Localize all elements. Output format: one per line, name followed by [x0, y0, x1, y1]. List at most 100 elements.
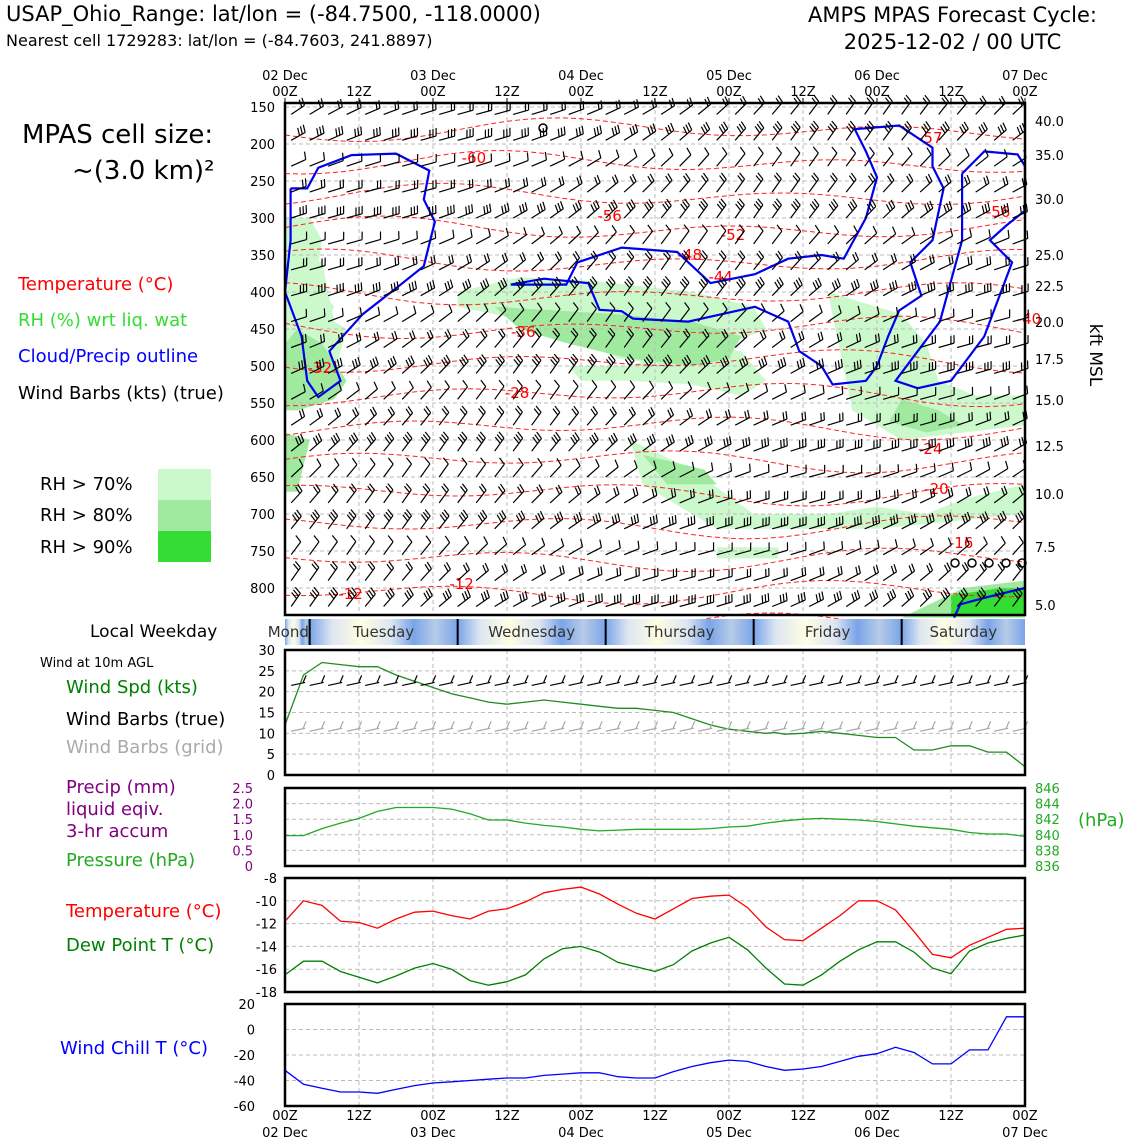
- wind-barb: [956, 316, 973, 323]
- wind-barb-10m: [802, 675, 807, 683]
- wind-barb: [464, 280, 469, 289]
- wind-barb: [876, 306, 880, 315]
- time-tick-label: 00Z: [716, 1109, 742, 1124]
- wind-barb: [607, 278, 614, 286]
- wind-barb: [368, 509, 375, 517]
- wind-barb: [369, 457, 376, 465]
- wind-barb: [519, 205, 523, 214]
- wind-barb: [869, 146, 875, 154]
- wind-barb-10m: [698, 681, 713, 687]
- wind-barb: [448, 304, 453, 313]
- wind-barb: [738, 123, 745, 132]
- y-tick-label: 5: [267, 748, 275, 763]
- wind-barb: [336, 407, 342, 416]
- wind-barb: [692, 488, 696, 497]
- time-date-label: 05 Dec: [706, 1126, 752, 1140]
- wind-barb: [592, 250, 599, 258]
- wind-barb: [590, 353, 597, 361]
- wind-barb: [956, 469, 972, 478]
- wind-barb: [569, 281, 576, 289]
- legend-cloud: Cloud/Precip outline: [18, 346, 199, 367]
- wind-barb: [483, 254, 488, 263]
- y-tick-label: -10: [256, 895, 277, 910]
- wind-barb: [429, 329, 434, 338]
- wind-barb: [614, 514, 618, 523]
- wind-barb: [716, 470, 732, 478]
- wind-barb: [864, 313, 880, 323]
- cloud-outline: [953, 586, 1026, 619]
- wind-barb: [494, 385, 505, 400]
- wind-barb: [502, 591, 507, 600]
- wind-barb: [365, 514, 372, 522]
- y-tick-label: 300: [250, 212, 275, 227]
- wind-barb: [660, 549, 677, 556]
- wind-barb: [330, 486, 337, 494]
- temperature-contour: [284, 450, 1026, 474]
- wind-barb: [697, 442, 713, 452]
- wind-barb-10m: [876, 721, 881, 729]
- wind-barb: [943, 95, 950, 103]
- wind-barb: [975, 236, 991, 245]
- wind-barb: [364, 289, 381, 297]
- wind-barb: [661, 281, 668, 289]
- wind-barb: [593, 225, 599, 233]
- wind-barb: [577, 200, 582, 209]
- wind-barb: [572, 434, 578, 442]
- wind-barb: [666, 354, 673, 362]
- wind-barb: [947, 537, 952, 546]
- wind-barb: [729, 436, 732, 445]
- wind-barb: [734, 309, 747, 323]
- wind-barb: [724, 355, 730, 364]
- wind-barb: [486, 204, 489, 213]
- wind-barb: [864, 571, 879, 582]
- wind-barb: [321, 358, 325, 367]
- wind-barb: [985, 437, 988, 446]
- wind-barb-10m: [894, 675, 899, 683]
- wind-barb: [504, 179, 508, 188]
- weekday-band: [753, 619, 902, 645]
- wind-barb: [401, 567, 413, 581]
- wind-barb-10m: [846, 681, 861, 687]
- wind-barb: [366, 436, 372, 445]
- wind-barb-10m: [550, 681, 565, 687]
- wind-barb: [716, 203, 723, 211]
- wind-barb: [577, 485, 582, 493]
- wind-barb: [475, 411, 486, 426]
- wind-barb: [764, 594, 767, 603]
- wind-barb: [478, 408, 485, 416]
- wind-barb-10m: [827, 727, 842, 732]
- wind-barb: [532, 436, 539, 444]
- wind-barb: [605, 601, 622, 608]
- wind-barb: [378, 281, 381, 290]
- wind-barb: [808, 446, 825, 452]
- wind-barb: [316, 361, 319, 370]
- wind-barb: [904, 123, 910, 131]
- wind-barb: [401, 135, 418, 141]
- wind-barb: [420, 187, 437, 193]
- wind-barb: [819, 567, 822, 576]
- wind-barb: [737, 175, 744, 183]
- wind-barb: [605, 107, 621, 115]
- wind-barb: [754, 125, 761, 134]
- wind-barb: [942, 590, 948, 598]
- wind-barb: [856, 590, 861, 599]
- wind-barb: [993, 568, 1005, 581]
- y-tick-label: 500: [250, 360, 275, 375]
- wind-barb: [494, 570, 508, 582]
- wind-barb: [406, 590, 412, 598]
- weekday-band: [285, 619, 310, 645]
- wind-barb: [834, 361, 838, 370]
- wind-barb: [374, 356, 379, 365]
- wind-barb: [313, 486, 319, 494]
- wind-barb: [385, 592, 391, 600]
- wind-barb: [420, 463, 431, 478]
- wind-barb: [368, 535, 375, 543]
- legend-rh80: RH > 80%: [40, 505, 133, 526]
- wind-barb-10m: [938, 681, 953, 687]
- wind-barb: [1016, 126, 1021, 135]
- wind-barb: [878, 514, 881, 523]
- wind-barb: [446, 329, 452, 338]
- wind-barb: [924, 94, 931, 102]
- y-tick-label: -18: [256, 986, 277, 1001]
- wind-barb: [401, 263, 418, 271]
